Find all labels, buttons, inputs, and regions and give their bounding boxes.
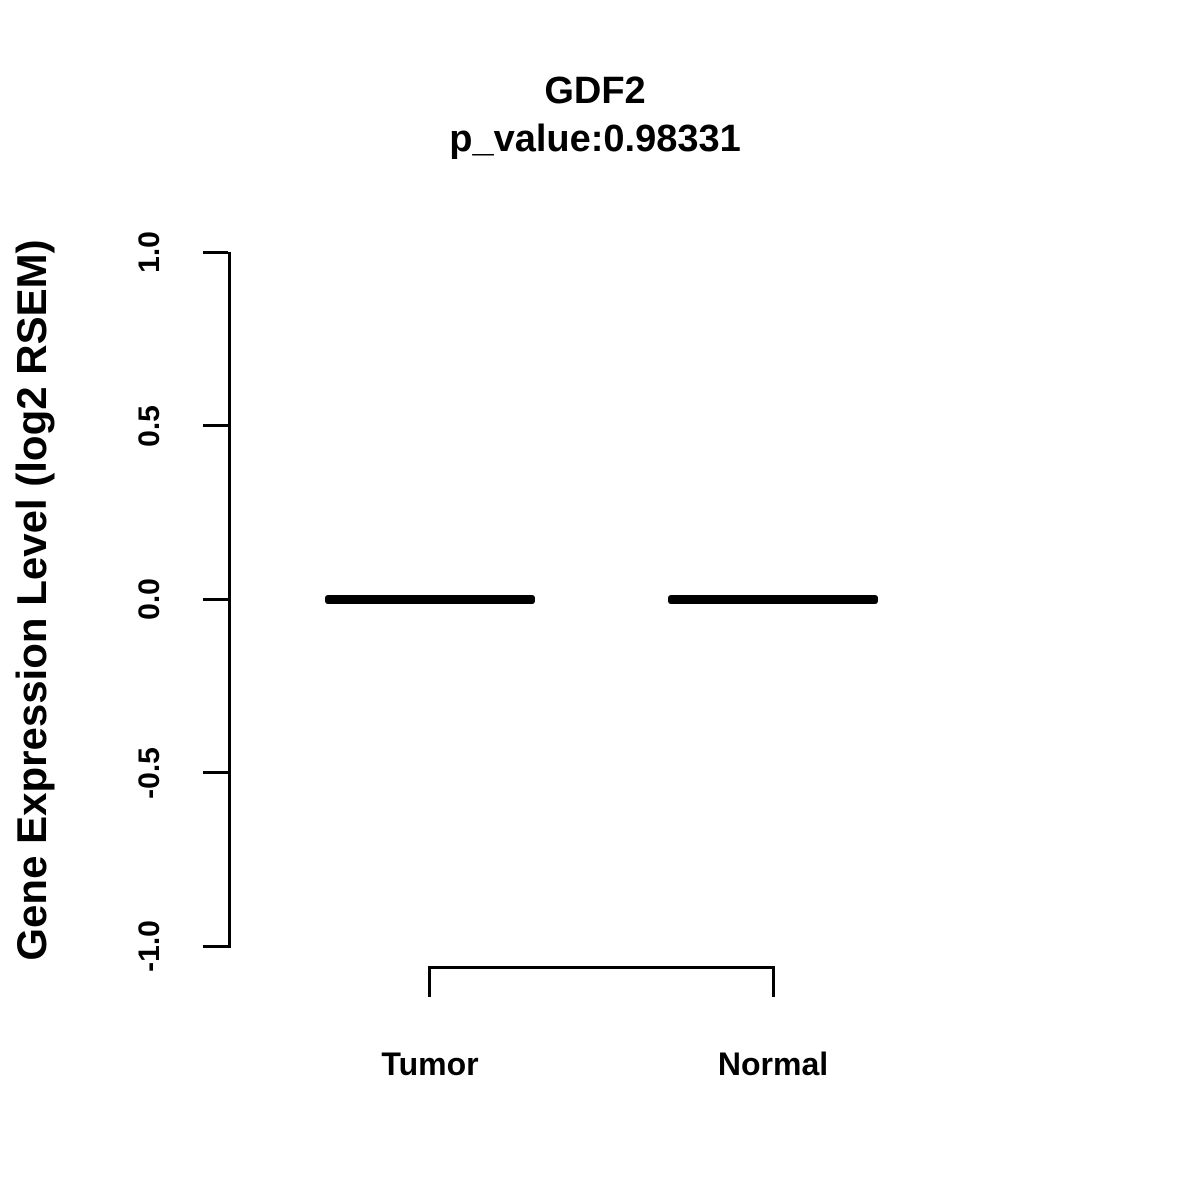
- bracket-top: [428, 966, 775, 969]
- y-tick-label: -0.5: [133, 746, 166, 799]
- y-tick-mark: [203, 424, 228, 427]
- y-tick-mark: [203, 250, 228, 254]
- y-tick-label: 0.0: [133, 578, 166, 620]
- y-tick-label: -1.0: [133, 920, 166, 972]
- y-tick-label: 0.5: [133, 404, 166, 447]
- y-tick-label: 1.0: [133, 231, 166, 273]
- boxplot-median-normal: [668, 594, 878, 604]
- bracket-left-arm: [428, 966, 431, 997]
- y-tick-mark: [203, 771, 228, 774]
- y-axis-label: Gene Expression Level (log2 RSEM): [8, 239, 55, 961]
- bracket-right-arm: [772, 966, 775, 997]
- group-label-tumor: Tumor: [381, 1046, 479, 1082]
- group-label-normal: Normal: [717, 1046, 829, 1082]
- y-tick-mark: [203, 597, 228, 601]
- boxplot-median-tumor: [325, 594, 535, 604]
- chart-subtitle: p_value:0.98331: [449, 118, 741, 160]
- chart-title: GDF2: [544, 70, 646, 112]
- y-axis-line: [228, 252, 231, 948]
- y-tick-mark: [203, 944, 228, 948]
